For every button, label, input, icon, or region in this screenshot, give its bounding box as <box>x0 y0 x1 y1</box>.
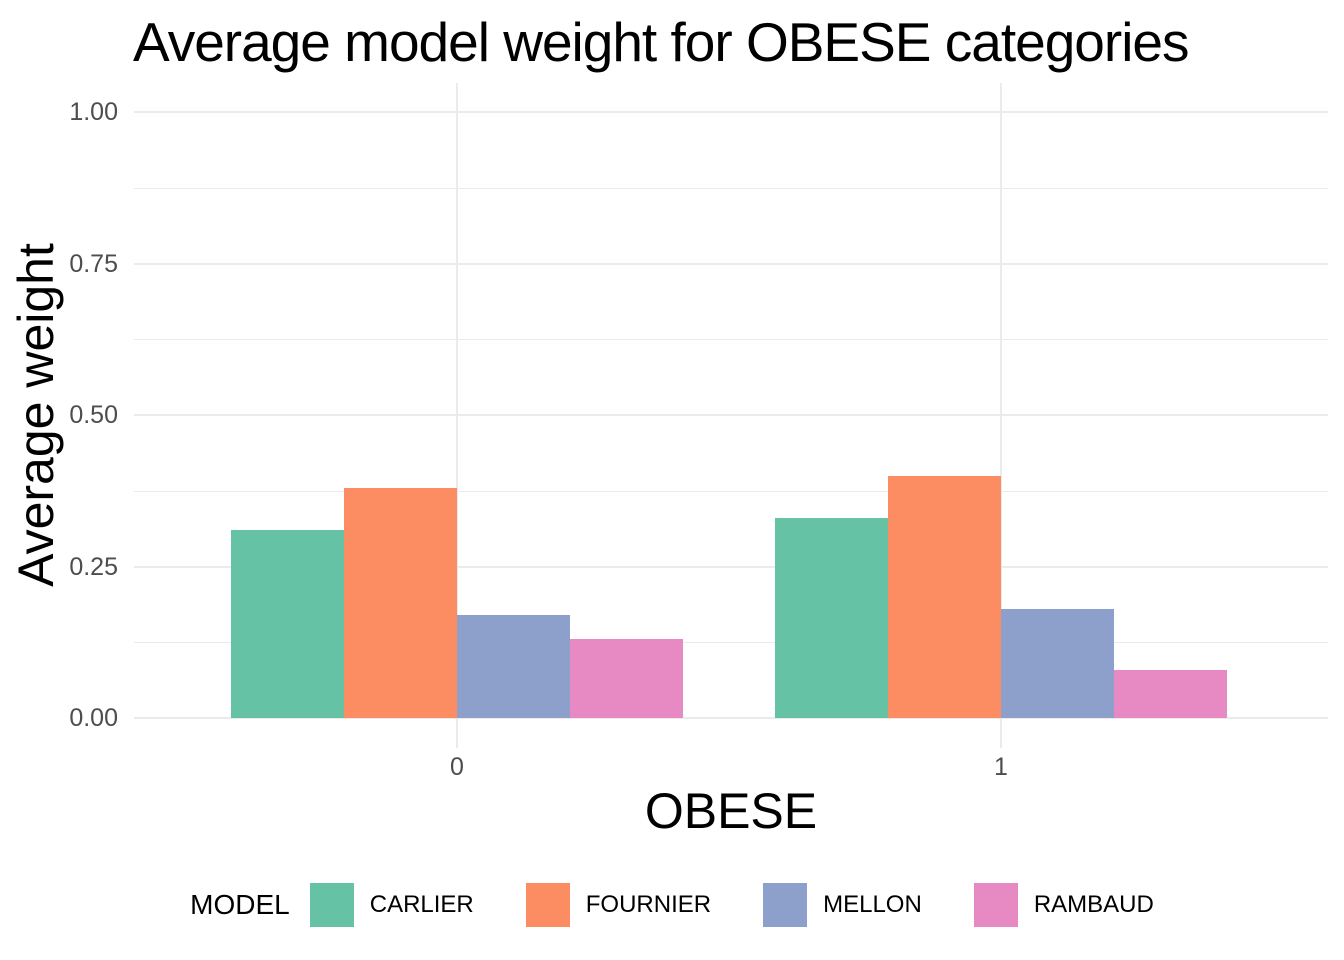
legend-items: CARLIER FOURNIER MELLON RAMBAUD <box>309 883 1154 927</box>
major-gridline-vertical <box>1000 83 1002 748</box>
legend-label-mellon: MELLON <box>823 891 922 918</box>
bar-fournier-obese-1 <box>888 475 1001 718</box>
major-gridline <box>134 414 1328 416</box>
plot-panel <box>134 83 1328 748</box>
major-gridline-vertical <box>456 83 458 748</box>
bar-mellon-obese-0 <box>457 614 570 718</box>
legend-item-rambaud: RAMBAUD <box>973 883 1154 927</box>
x-tick-label-0: 0 <box>450 753 464 781</box>
legend-key-mellon-swatch <box>763 883 808 927</box>
legend-key-fournier-swatch <box>525 883 570 927</box>
bar-carlier-obese-1 <box>775 518 888 718</box>
legend-item-carlier: CARLIER <box>309 883 474 927</box>
minor-gridline <box>134 187 1328 189</box>
legend: MODEL CARLIER FOURNIER MELLON RAMBAUD <box>0 880 1344 930</box>
legend-label-rambaud: RAMBAUD <box>1033 891 1154 918</box>
major-gridline <box>134 565 1328 568</box>
y-tick-label-0.50: 0.50 <box>69 401 118 429</box>
x-tick-label-1: 1 <box>994 753 1008 781</box>
y-tick-label-0.25: 0.25 <box>69 552 118 581</box>
bar-mellon-obese-1 <box>1001 608 1114 718</box>
legend-key-rambaud-swatch <box>973 883 1018 927</box>
bar-carlier-obese-0 <box>231 530 344 718</box>
legend-label-carlier: CARLIER <box>369 891 474 918</box>
minor-gridline <box>134 490 1328 492</box>
legend-title: MODEL <box>190 889 290 920</box>
legend-item-fournier: FOURNIER <box>525 883 712 927</box>
major-gridline <box>134 717 1328 719</box>
bar-fournier-obese-0 <box>344 487 457 718</box>
legend-key-carlier-swatch <box>309 883 354 927</box>
major-gridline <box>134 111 1328 113</box>
legend-item-mellon: MELLON <box>763 883 922 927</box>
y-tick-label-0.00: 0.00 <box>69 704 118 732</box>
x-axis-title: OBESE <box>644 783 818 839</box>
bar-rambaud-obese-0 <box>570 639 683 718</box>
minor-gridline <box>134 642 1328 644</box>
bar-rambaud-obese-1 <box>1114 669 1227 718</box>
minor-gridline <box>134 339 1328 341</box>
y-tick-label-0.75: 0.75 <box>69 249 118 278</box>
chart-title: Average model weight for OBESE categorie… <box>133 11 1190 73</box>
y-tick-label-1.00: 1.00 <box>69 98 118 126</box>
legend-label-fournier: FOURNIER <box>585 891 712 918</box>
major-gridline <box>134 262 1328 265</box>
